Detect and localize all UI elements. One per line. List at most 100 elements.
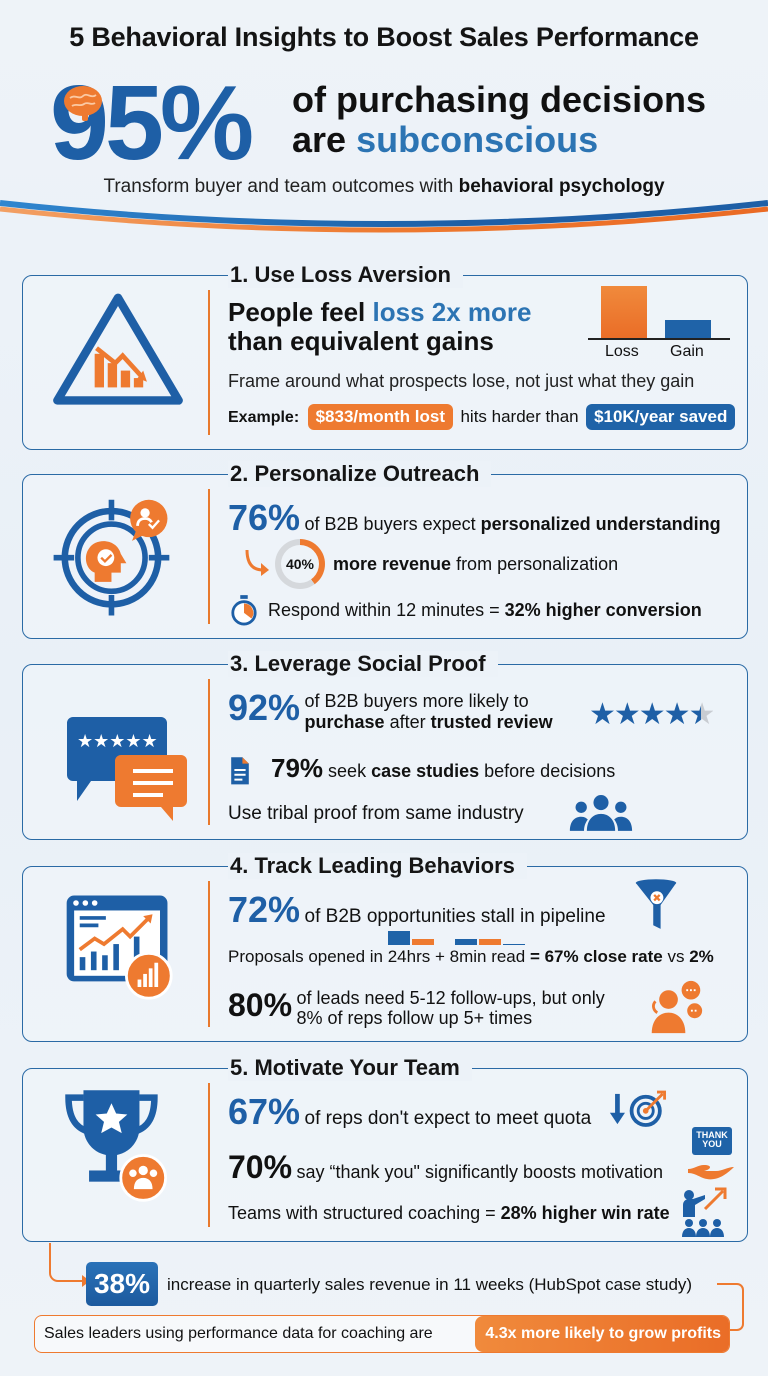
example-mid: hits harder than <box>460 407 579 426</box>
analytics-dashboard-icon <box>66 895 173 1000</box>
page-title: 5 Behavioral Insights to Boost Sales Per… <box>69 22 699 52</box>
loss-pill: $833/month lost <box>307 404 454 430</box>
curved-arrow-icon <box>245 549 269 576</box>
tagline-bold: behavioral psychology <box>458 176 665 197</box>
half-star-icon: ★ <box>688 697 716 732</box>
section-personalize-outreach: 2. Personalize Outreach 76% of B2B buyer… <box>22 461 748 639</box>
stat-70: 70% <box>228 1149 293 1185</box>
headline-line-1: People feel loss 2x more <box>228 297 532 327</box>
stat-bold: = 67% close rate <box>529 947 663 966</box>
stat-vs: vs <box>662 947 690 966</box>
footer-connector-right <box>717 1283 744 1331</box>
stat-row-1: 76% of B2B buyers expect personalized un… <box>228 497 721 539</box>
stat-92: 92% <box>228 687 301 728</box>
thank-you-icon: THANK YOU <box>688 1127 736 1187</box>
star-icon: ★★★★ <box>589 697 691 732</box>
stat-line-1: of leads need 5-12 follow-ups, but only <box>296 988 605 1008</box>
stat-text: Respond within 12 minutes = <box>268 600 505 620</box>
stat-row-3: Teams with structured coaching = 28% hig… <box>228 1203 670 1224</box>
stat-row-3: Use tribal proof from same industry <box>228 803 524 824</box>
stat-row-3: 80% of leads need 5-12 follow-ups, but o… <box>228 987 605 1029</box>
stat-row-1: 67% of reps don't expect to meet quota <box>228 1091 591 1133</box>
stat-bold: case studies <box>371 761 480 781</box>
stat-text: of B2B buyers more likely to purchase af… <box>305 691 553 733</box>
people-group-icon <box>569 795 633 831</box>
body-text: Frame around what prospects lose, not ju… <box>228 371 695 391</box>
stat-text: of B2B opportunities stall in pipeline <box>304 906 606 927</box>
section-title: 1. Use Loss Aversion <box>228 262 463 288</box>
section-motivate-team: 5. Motivate Your Team 67% of reps don't … <box>22 1055 748 1242</box>
hand-icon <box>688 1165 734 1180</box>
section-title: 4. Track Leading Behaviors <box>228 853 527 879</box>
stopwatch-icon <box>231 595 257 626</box>
stat-text: from personalization <box>451 554 619 574</box>
section-loss-aversion: 1. Use Loss Aversion People feel loss 2x… <box>22 262 748 450</box>
stat-79: 79% <box>271 753 324 783</box>
review-chat-bubbles-icon: ★★★★★ <box>67 717 187 821</box>
footer-bar-text: Sales leaders using performance data for… <box>44 1325 433 1342</box>
stat-text: Proposals opened in 24hrs + 8min read <box>228 947 530 966</box>
headline-prefix: People feel <box>228 297 373 327</box>
stat-80: 80% <box>228 987 293 1023</box>
stat-bold: personalized understanding <box>480 514 721 534</box>
section-title: 5. Motivate Your Team <box>228 1055 472 1081</box>
mini-bar <box>503 944 525 945</box>
mini-bar <box>388 931 410 945</box>
hero-line-2: are subconscious <box>292 120 706 160</box>
divider <box>208 679 210 825</box>
divider <box>208 1083 210 1227</box>
stat-72: 72% <box>228 889 301 930</box>
stat-row-3: Respond within 12 minutes = 32% higher c… <box>268 600 702 621</box>
stat-bold: 28% higher win rate <box>500 1203 670 1223</box>
mini-bar <box>455 939 477 945</box>
headline-highlight: loss 2x more <box>372 297 532 327</box>
bold-review: trusted review <box>430 712 553 733</box>
stat-mid: after <box>384 712 431 733</box>
stat-row-1: 92% of B2B buyers more likely to purchas… <box>228 687 553 733</box>
label-loss: Loss <box>605 343 639 360</box>
stat-text: Teams with structured coaching = <box>228 1203 501 1223</box>
warning-triangle-declining-chart-icon <box>53 293 183 405</box>
divider <box>208 881 210 1027</box>
stat-text: of leads need 5-12 follow-ups, but only … <box>296 988 605 1029</box>
donut-hole: 40% <box>281 545 319 583</box>
footer-bar-highlight: 4.3x more likely to grow profits <box>475 1316 729 1352</box>
brain-icon <box>64 86 102 121</box>
hero-highlight: subconscious <box>356 119 599 161</box>
stat-line-1: of B2B buyers more likely to <box>304 691 529 711</box>
label-gain: Gain <box>670 343 704 360</box>
agent-phone-chat-icon <box>651 980 703 1034</box>
star-rating: ★★★★★ <box>589 697 716 732</box>
stat-row-1: 72% of B2B opportunities stall in pipeli… <box>228 889 606 931</box>
section-social-proof: 3. Leverage Social Proof ★★★★★ 92% of B2… <box>22 651 748 840</box>
mini-bars-2 <box>455 939 527 945</box>
example-label: Example: <box>228 409 300 426</box>
hero-statement: of purchasing decisions are subconscious <box>292 79 706 161</box>
mini-bar <box>479 939 501 945</box>
example-row: Example: $833/month lost hits harder tha… <box>228 404 736 430</box>
gain-pill: $10K/year saved <box>586 404 736 430</box>
coaching-presenter-icon <box>682 1187 727 1237</box>
stat-line-2: 8% of reps follow up 5+ times <box>296 1007 533 1028</box>
bar-loss <box>601 286 647 338</box>
bold-purchase: purchase <box>304 712 385 733</box>
tagline: Transform buyer and team outcomes with b… <box>0 176 768 198</box>
trophy-team-icon <box>65 1090 167 1202</box>
footer-stat-badge: 38% <box>86 1262 158 1306</box>
stat-bold: more revenue <box>333 554 452 574</box>
stat-67: 67% <box>228 1091 301 1132</box>
footer-stat-text: increase in quarterly sales revenue in 1… <box>167 1275 693 1294</box>
hero-prefix: are <box>292 119 357 161</box>
stat-row-2: Proposals opened in 24hrs + 8min read = … <box>228 947 714 967</box>
stat-end: 2% <box>689 947 714 966</box>
footer-highlight-bar: Sales leaders using performance data for… <box>34 1315 730 1353</box>
mini-bars-1 <box>388 931 434 945</box>
donut-40: 40% <box>275 539 325 589</box>
svg-text:★★★★★: ★★★★★ <box>77 731 158 752</box>
stat-bold: 32% higher conversion <box>504 600 702 620</box>
document-icon <box>231 757 249 785</box>
stat-text: before decisions <box>479 761 616 781</box>
header-swoosh <box>0 200 768 233</box>
footer-connector-left <box>49 1243 90 1287</box>
stat-text: of reps don't expect to meet quota <box>304 1108 592 1129</box>
